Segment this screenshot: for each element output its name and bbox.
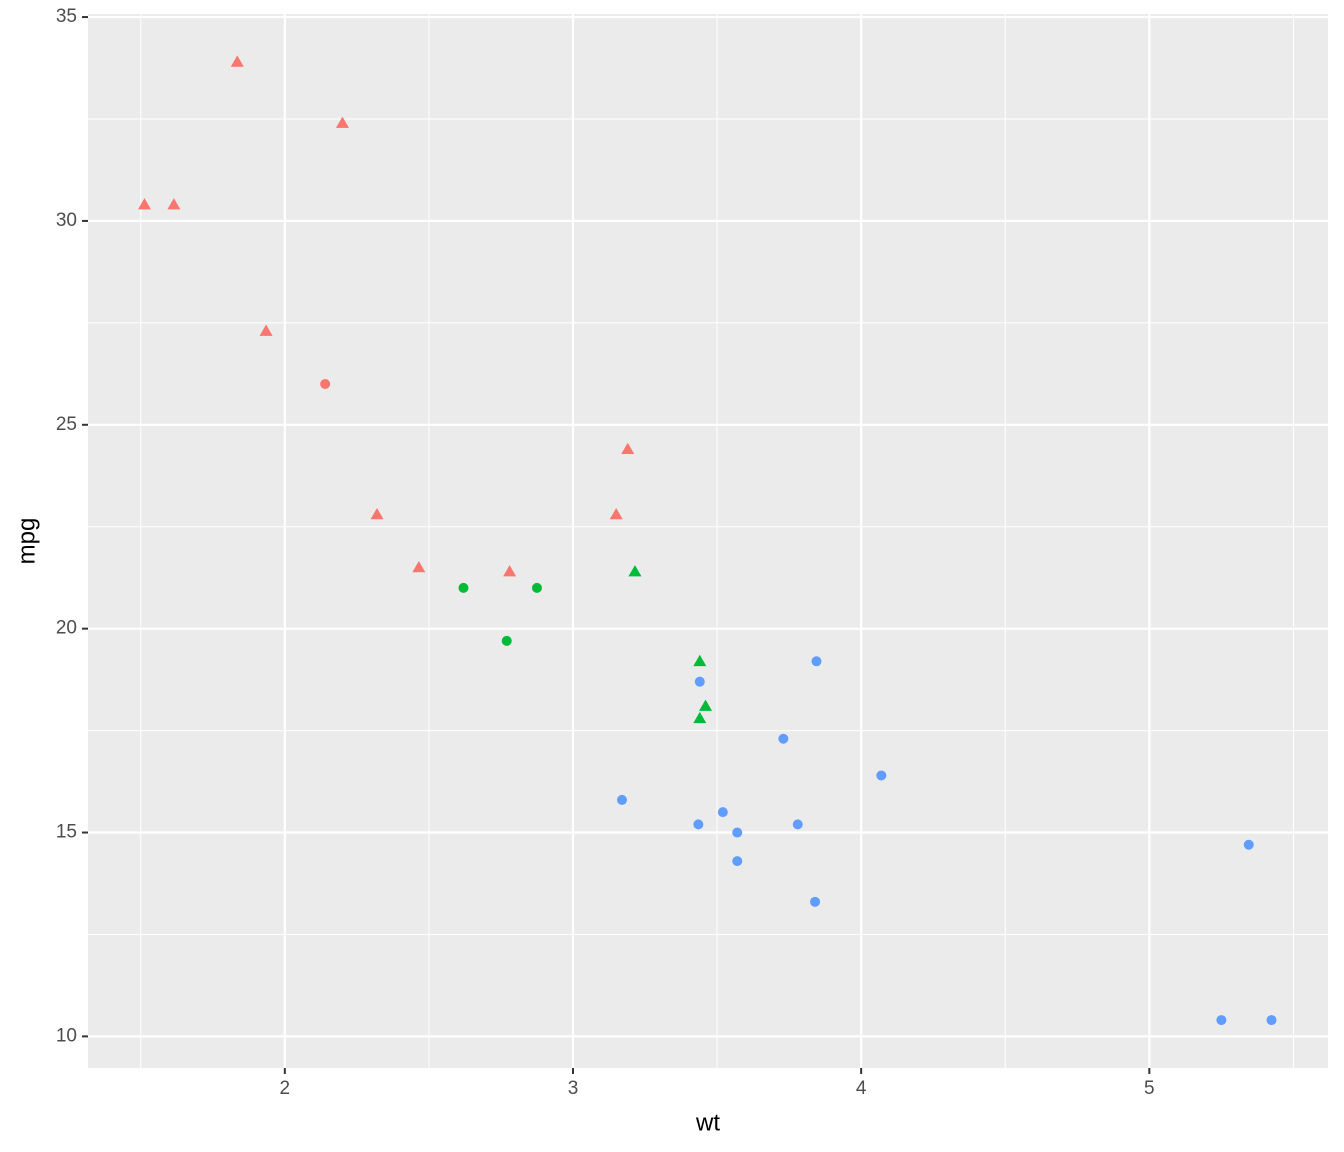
y-tick-label: 25 [56,414,77,435]
y-tick-label: 10 [56,1025,77,1046]
point [412,561,426,573]
point [1243,839,1254,850]
grid [88,14,1328,1068]
x-tick-label: 5 [1144,1078,1155,1099]
x-tick-label: 3 [568,1078,579,1099]
y-tick-label: 30 [56,210,77,231]
panel [88,14,1328,1068]
point [531,582,542,593]
y-tick-label: 20 [56,618,77,639]
point [693,819,704,830]
point [717,807,728,818]
point [694,676,705,687]
point [792,819,803,830]
point [778,733,789,744]
point [621,442,635,455]
y-axis-label: mpg [13,518,40,565]
point [259,324,273,336]
point [732,856,743,867]
points [137,55,1277,1026]
point [693,711,707,724]
point [810,896,821,907]
point [167,198,181,210]
x-axis-label: wt [695,1109,720,1136]
point [503,565,517,577]
x-tick-label: 4 [856,1078,867,1099]
y-tick-label: 35 [56,6,77,27]
point [693,654,707,667]
point [732,827,743,838]
point [1216,1015,1227,1026]
point [1266,1015,1277,1026]
point [628,565,642,577]
point [501,635,512,646]
point [137,198,151,210]
point [699,699,713,711]
point [335,116,349,128]
point [876,770,887,781]
point [609,507,623,520]
point [370,507,384,520]
x-tick-label: 2 [280,1078,291,1099]
point [811,656,822,667]
point [458,582,469,593]
point [230,55,244,67]
point [616,794,627,805]
point [320,379,331,390]
y-tick-label: 15 [56,822,77,843]
